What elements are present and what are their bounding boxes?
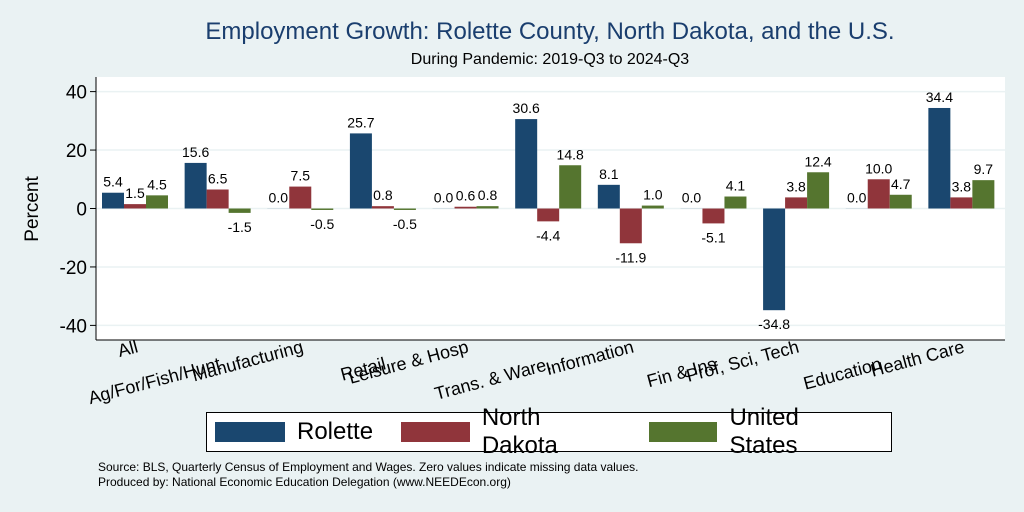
bar-united-states (146, 195, 168, 209)
data-label: 30.6 (513, 100, 540, 116)
data-label: 5.4 (103, 174, 123, 190)
producer-note: Produced by: National Economic Education… (98, 475, 511, 489)
bar-rolette (349, 133, 372, 209)
data-label: -0.5 (393, 216, 417, 232)
chart-subtitle: During Pandemic: 2019-Q3 to 2024-Q3 (410, 51, 690, 68)
data-label: 14.8 (557, 146, 584, 162)
data-label: 1.5 (125, 185, 145, 201)
y-axis-label: Percent (22, 176, 43, 242)
data-label: 1.0 (643, 187, 663, 203)
legend-item-north-dakota: North Dakota (401, 404, 641, 460)
legend-swatch-united-states (648, 422, 718, 442)
data-label: -4.4 (536, 227, 560, 243)
bar-north-dakota (371, 206, 394, 209)
bar-north-dakota (454, 206, 477, 209)
x-tick-label: Prof, Sci, Tech (684, 337, 801, 386)
bar-north-dakota (537, 208, 560, 222)
data-label: 0.8 (478, 187, 498, 203)
y-tick-label: 40 (66, 83, 87, 104)
bar-united-states (889, 194, 912, 209)
data-label: 15.6 (182, 144, 209, 160)
data-label: 4.1 (726, 178, 746, 194)
bar-united-states (559, 165, 582, 209)
y-tick-label: 0 (76, 200, 87, 221)
bar-rolette (102, 192, 124, 209)
legend-label-north-dakota: North Dakota (481, 404, 558, 459)
bar-united-states (476, 206, 499, 209)
data-label: 0.0 (269, 190, 289, 206)
x-tick-label: Health Care (868, 337, 966, 381)
data-label: 3.8 (786, 178, 806, 194)
bar-north-dakota (124, 204, 146, 209)
data-label: 12.4 (804, 153, 831, 169)
bar-rolette (184, 162, 207, 209)
bar-north-dakota (206, 189, 229, 209)
bar-united-states (807, 172, 830, 209)
data-label: 4.7 (891, 176, 911, 192)
bar-rolette (928, 107, 951, 209)
legend: Rolette North Dakota United States (206, 404, 892, 459)
data-label: -0.5 (310, 216, 334, 232)
bar-north-dakota (867, 179, 890, 209)
x-tick-label: Information (544, 337, 636, 380)
legend-label-rolette: Rolette (297, 418, 374, 445)
bar-united-states (641, 205, 664, 209)
chart-title: Employment Growth: Rolette County, North… (205, 18, 895, 45)
bar-rolette (597, 184, 620, 209)
data-label: 0.8 (373, 187, 393, 203)
y-tick-label: -40 (60, 316, 87, 337)
data-label: 4.5 (147, 176, 167, 192)
data-label: 9.7 (974, 161, 994, 177)
data-label: 10.0 (865, 160, 892, 176)
bar-north-dakota (785, 197, 808, 209)
data-label: 0.6 (456, 188, 476, 204)
data-label: -34.8 (758, 316, 790, 332)
data-label: 34.4 (926, 89, 953, 105)
bar-north-dakota (702, 208, 725, 224)
legend-swatch-north-dakota (401, 422, 470, 442)
x-tick-label: Manufacturing (190, 337, 305, 386)
data-label: 7.5 (291, 168, 311, 184)
data-label: 6.5 (208, 171, 228, 187)
data-label: -11.9 (615, 249, 646, 265)
data-label: 3.8 (952, 178, 972, 194)
bar-rolette (515, 119, 538, 209)
y-tick-label: -20 (60, 258, 87, 279)
legend-swatch-rolette (215, 422, 285, 442)
bar-united-states (311, 208, 334, 210)
bar-north-dakota (289, 186, 312, 209)
data-label: 0.0 (682, 190, 702, 206)
legend-item-united-states: United States (648, 404, 891, 460)
data-label: -1.5 (228, 219, 252, 235)
data-label: 8.1 (599, 166, 619, 182)
source-note: Source: BLS, Quarterly Census of Employm… (98, 460, 639, 474)
data-label: 0.0 (847, 190, 867, 206)
data-label: 25.7 (347, 114, 374, 130)
bar-united-states (228, 208, 251, 213)
data-label: 0.0 (434, 190, 454, 206)
bar-north-dakota (619, 208, 642, 244)
bar-united-states (972, 180, 995, 209)
bar-rolette (763, 208, 786, 311)
bar-united-states (724, 196, 747, 209)
bar-united-states (393, 208, 416, 210)
legend-item-rolette: Rolette (215, 418, 393, 446)
legend-label-united-states: United States (729, 404, 799, 459)
data-label: -5.1 (701, 229, 725, 245)
bar-north-dakota (950, 197, 973, 209)
y-tick-label: 20 (66, 141, 87, 162)
